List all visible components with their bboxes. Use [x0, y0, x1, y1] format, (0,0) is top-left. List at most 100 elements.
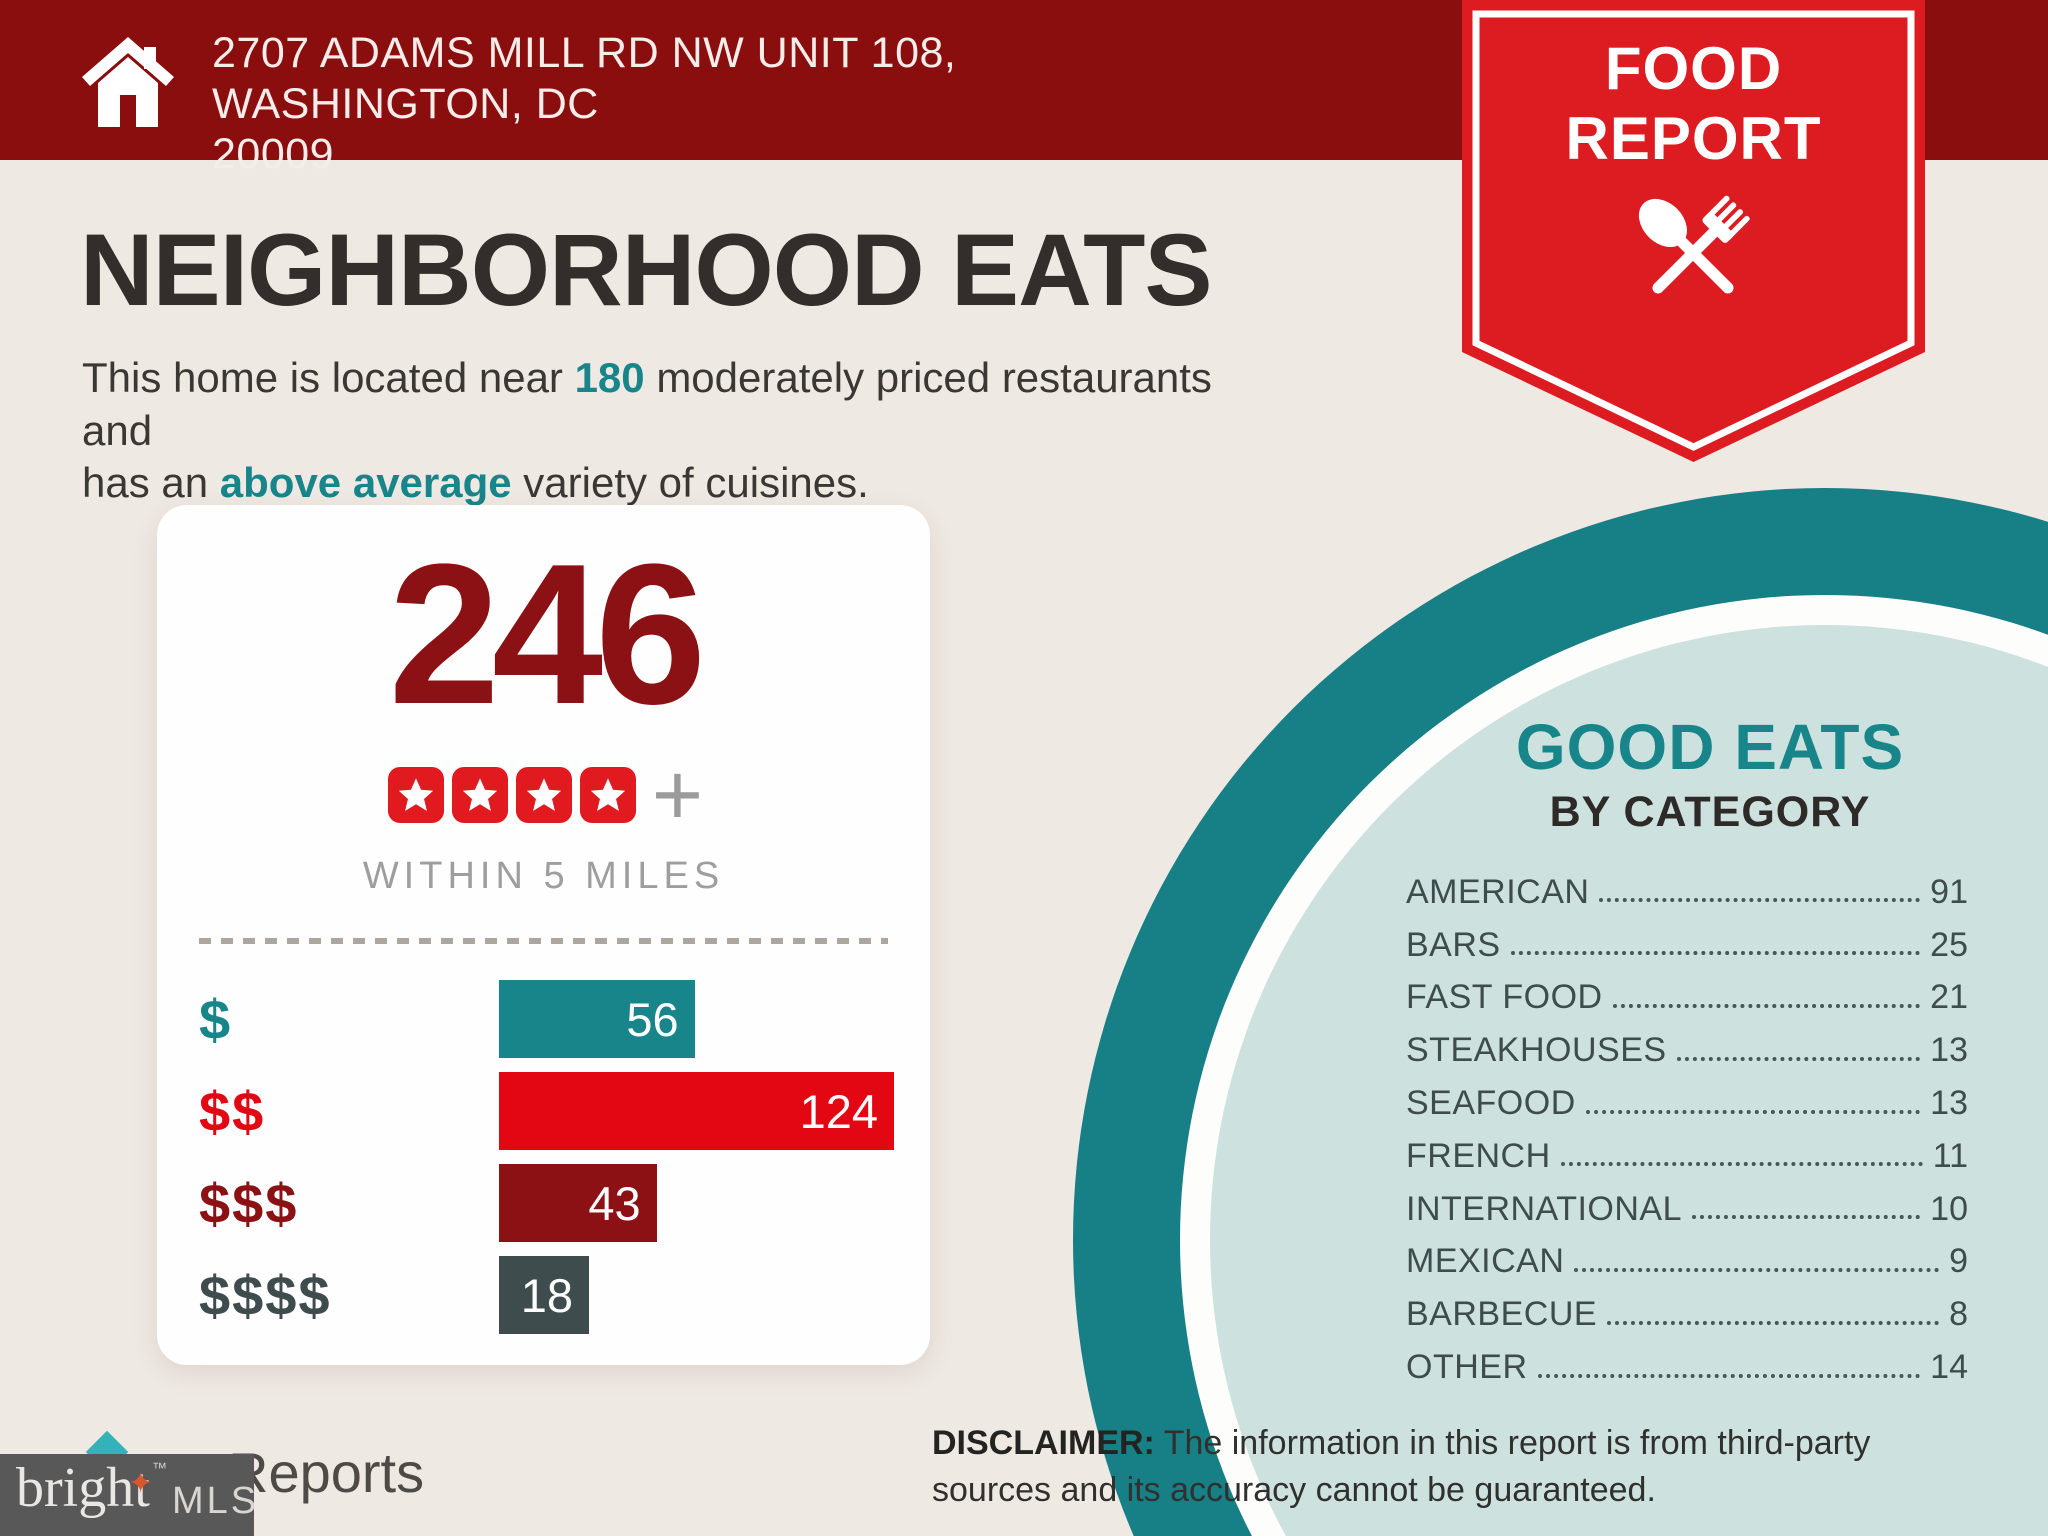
- plus-icon: +: [651, 745, 704, 844]
- variety-accent: above average: [219, 459, 512, 506]
- restaurant-count-accent: 180: [574, 354, 645, 401]
- intro-text-part: has an: [82, 459, 220, 506]
- category-row: AMERICAN 91: [1406, 866, 1968, 919]
- category-label: INTERNATIONAL: [1406, 1189, 1683, 1228]
- dotted-leader: [1574, 1267, 1940, 1272]
- dotted-leader: [1537, 1373, 1921, 1378]
- category-value: 91: [1930, 872, 1968, 911]
- category-label: FRENCH: [1406, 1136, 1551, 1175]
- dotted-leader: [1607, 1320, 1940, 1325]
- category-value: 14: [1930, 1348, 1968, 1387]
- category-row: BARBECUE 8: [1406, 1288, 1968, 1341]
- bright-wordmark: bright: [16, 1457, 150, 1519]
- reports-wordmark: Reports: [228, 1441, 425, 1504]
- category-label: MEXICAN: [1406, 1242, 1565, 1281]
- price-bar-value: 56: [626, 992, 679, 1046]
- radius-label: WITHIN 5 MILES: [362, 855, 725, 897]
- badge-title-line1: FOOD: [1604, 35, 1783, 102]
- spoon-fork-icon: [1638, 195, 1750, 294]
- intro-text-part: variety of cuisines.: [511, 459, 869, 506]
- price-bar-track: 18: [499, 1256, 894, 1334]
- dotted-leader: [1692, 1215, 1921, 1220]
- star-icon: [387, 767, 444, 823]
- intro-text: This home is located near 180 moderately…: [82, 352, 1242, 510]
- disclaimer-label: DISCLAIMER:: [932, 1424, 1155, 1462]
- price-bar-row: $$ 124: [193, 1072, 894, 1150]
- restaurant-count: 246: [388, 523, 707, 746]
- price-bar-row: $$$$ 18: [193, 1256, 894, 1334]
- home-icon: [82, 37, 174, 127]
- bright-star-icon: ✦: [128, 1466, 154, 1501]
- disclaimer-body: The information in this report is from t…: [932, 1424, 1871, 1509]
- dotted-leader: [1676, 1056, 1921, 1061]
- category-value: 9: [1949, 1242, 1968, 1281]
- price-bar: 56: [499, 980, 695, 1058]
- price-bar: 18: [499, 1256, 589, 1334]
- category-label: FAST FOOD: [1406, 978, 1603, 1017]
- category-label: OTHER: [1406, 1348, 1528, 1387]
- trademark-symbol: ™: [152, 1460, 167, 1477]
- price-tier-label: $: [199, 987, 233, 1051]
- category-row: INTERNATIONAL 10: [1406, 1183, 1968, 1236]
- star-icon: [579, 767, 636, 823]
- category-row: FRENCH 11: [1406, 1130, 1968, 1183]
- address-line2: 20009: [212, 130, 335, 179]
- price-bar: 124: [499, 1072, 894, 1150]
- category-value: 13: [1930, 1084, 1968, 1123]
- category-row: FAST FOOD 21: [1406, 972, 1968, 1025]
- price-bar: 43: [499, 1164, 657, 1242]
- intro-text-part: moderately priced restaurants and: [82, 354, 1212, 454]
- price-bar-row: $$$ 43: [193, 1164, 894, 1242]
- dotted-leader: [1599, 898, 1921, 903]
- category-row: MEXICAN 9: [1406, 1236, 1968, 1289]
- category-value: 8: [1949, 1295, 1968, 1334]
- price-bar-track: 124: [499, 1072, 894, 1150]
- page-title: NEIGHBORHOOD EATS: [80, 213, 1213, 327]
- badge-title-line2: REPORT: [1565, 105, 1822, 173]
- category-label: BARBECUE: [1406, 1295, 1598, 1334]
- category-row: BARS 25: [1406, 919, 1968, 972]
- dotted-leader: [1585, 1109, 1921, 1114]
- category-value: 10: [1930, 1189, 1968, 1228]
- star-icon: [515, 767, 572, 823]
- address-line1: 2707 ADAMS MILL RD NW UNIT 108, WASHINGT…: [212, 29, 957, 128]
- disclaimer-text: DISCLAIMER: The information in this repo…: [932, 1420, 1952, 1514]
- good-eats-subtitle: BY CATEGORY: [1549, 788, 1871, 836]
- badge-title: FOOD REPORT: [1462, 34, 1925, 174]
- dashed-divider: [199, 938, 888, 944]
- property-address: 2707 ADAMS MILL RD NW UNIT 108, WASHINGT…: [212, 28, 1212, 180]
- price-bar-track: 56: [499, 980, 894, 1058]
- dotted-leader: [1612, 1003, 1921, 1008]
- dotted-leader: [1510, 951, 1921, 956]
- rating-stars-row: +: [193, 751, 894, 839]
- price-tier-label: $$$: [199, 1171, 299, 1235]
- price-bar-value: 18: [520, 1268, 573, 1322]
- price-tier-label: $$$$: [199, 1263, 332, 1327]
- badge-ribbon-shape: [1462, 0, 1925, 462]
- category-label: BARS: [1406, 925, 1501, 964]
- price-bar-track: 43: [499, 1164, 894, 1242]
- good-eats-title: GOOD EATS: [1515, 711, 1905, 783]
- price-bar-chart: $ 56 $$ 124 $$$ 43 $$$$ 18: [193, 980, 894, 1334]
- category-row: STEAKHOUSES 13: [1406, 1024, 1968, 1077]
- category-label: SEAFOOD: [1406, 1084, 1576, 1123]
- bright-mls-watermark: bright ✦ ™ MLS: [0, 1454, 256, 1536]
- category-value: 25: [1930, 925, 1968, 964]
- category-label: STEAKHOUSES: [1406, 1031, 1667, 1070]
- mls-wordmark: MLS: [172, 1480, 260, 1522]
- category-label: AMERICAN: [1406, 872, 1590, 911]
- price-bar-row: $ 56: [193, 980, 894, 1058]
- star-icon: [451, 767, 508, 823]
- category-row: OTHER 14: [1406, 1341, 1968, 1394]
- category-list: AMERICAN 91 BARS 25 FAST FOOD 21 STEAKHOUSE…: [1406, 866, 1968, 1394]
- category-value: 13: [1930, 1031, 1968, 1070]
- intro-text-part: This home is located near: [82, 354, 575, 401]
- restaurant-summary-card: 246 + WITHIN 5 MILES $ 56 $$ 124: [157, 505, 930, 1365]
- price-bar-value: 43: [588, 1176, 641, 1230]
- category-value: 11: [1932, 1136, 1968, 1175]
- price-bar-value: 124: [799, 1084, 878, 1138]
- price-tier-label: $$: [199, 1079, 266, 1143]
- category-value: 21: [1930, 978, 1968, 1017]
- category-row: SEAFOOD 13: [1406, 1077, 1968, 1130]
